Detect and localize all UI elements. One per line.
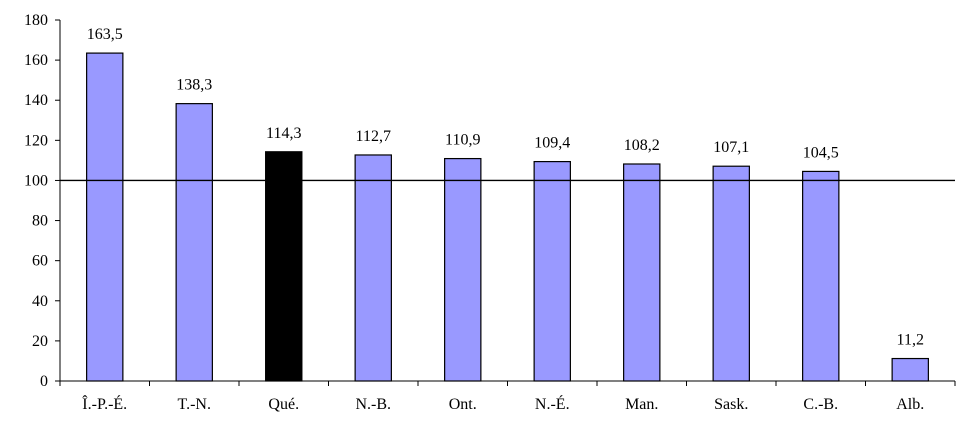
bar bbox=[354, 154, 392, 382]
bar bbox=[623, 163, 661, 382]
y-tick-label: 0 bbox=[40, 373, 48, 390]
x-category-label: N.-É. bbox=[535, 394, 570, 413]
y-tick-label: 60 bbox=[32, 253, 48, 270]
bar-value-label: 138,3 bbox=[176, 77, 212, 94]
y-tick-label: 100 bbox=[24, 172, 48, 189]
x-category-label: Alb. bbox=[896, 396, 924, 413]
x-category-label: C.-B. bbox=[803, 396, 838, 413]
bar-value-label: 112,7 bbox=[356, 128, 391, 145]
bar-value-label: 11,2 bbox=[897, 332, 924, 349]
bar-value-label: 110,9 bbox=[445, 132, 480, 149]
y-tick-label: 20 bbox=[32, 333, 48, 350]
bar-value-label: 109,4 bbox=[534, 135, 570, 152]
bar-value-label: 108,2 bbox=[624, 137, 660, 154]
x-category-label: T.-N. bbox=[178, 396, 211, 413]
y-tick-label: 180 bbox=[24, 12, 48, 29]
x-category-label: Sask. bbox=[714, 396, 748, 413]
bar-value-label: 104,5 bbox=[803, 144, 839, 161]
bar bbox=[175, 103, 213, 382]
y-tick-label: 120 bbox=[24, 132, 48, 149]
x-category-label: N.-B. bbox=[355, 396, 391, 413]
bar-value-label: 107,1 bbox=[713, 139, 749, 156]
y-tick-label: 80 bbox=[32, 213, 48, 230]
y-axis: 0 20 40 60 80 100 120 140 160 180 bbox=[24, 12, 61, 390]
bar bbox=[265, 151, 303, 382]
bar bbox=[891, 357, 929, 382]
bars bbox=[86, 52, 929, 382]
data-labels: 163,5 138,3 114,3 112,7 110,9 109,4 108,2 107,1… bbox=[87, 26, 924, 348]
y-tick-label: 160 bbox=[24, 52, 48, 69]
bar bbox=[533, 160, 571, 382]
bar bbox=[86, 52, 124, 382]
bar bbox=[712, 165, 750, 382]
bar bbox=[444, 157, 482, 382]
x-category-label: Man. bbox=[625, 396, 658, 413]
bar-value-label: 163,5 bbox=[87, 26, 123, 43]
x-category-label: Qué. bbox=[268, 396, 299, 413]
bar bbox=[802, 170, 840, 382]
x-category-label: Ont. bbox=[449, 396, 477, 413]
y-tick-label: 140 bbox=[24, 92, 48, 109]
y-tick-label: 40 bbox=[32, 293, 48, 310]
x-axis: Î.-P.-É. T.-N. Qué. N.-B. Ont. N.-É. Man. Sask.… bbox=[59, 380, 956, 413]
x-category-label: Î.-P.-É. bbox=[82, 394, 127, 413]
bar-value-label: 114,3 bbox=[266, 125, 301, 142]
